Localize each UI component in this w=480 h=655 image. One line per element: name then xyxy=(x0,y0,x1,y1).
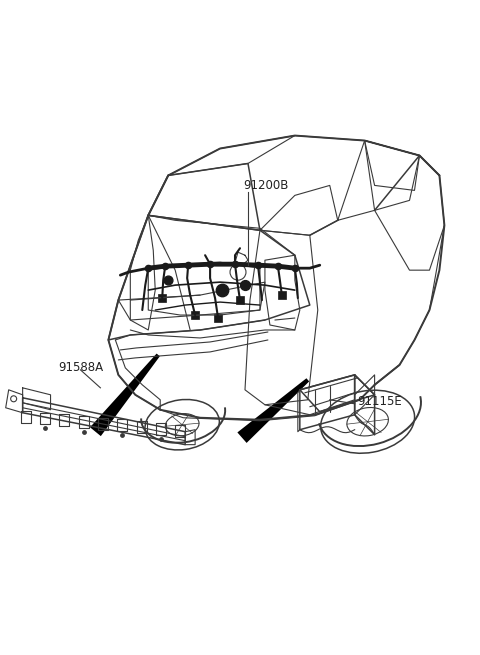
Text: 91200B: 91200B xyxy=(243,179,288,192)
Point xyxy=(184,260,192,271)
Point xyxy=(274,261,282,271)
Polygon shape xyxy=(238,379,309,443)
Bar xyxy=(158,294,166,302)
Polygon shape xyxy=(90,354,160,436)
Point xyxy=(161,261,169,271)
Point xyxy=(119,430,126,441)
Bar xyxy=(236,296,244,304)
Point xyxy=(144,263,152,273)
Point xyxy=(254,260,262,271)
Point xyxy=(80,426,87,437)
Bar xyxy=(278,291,286,299)
Point xyxy=(164,275,172,286)
Point xyxy=(241,280,249,290)
Point xyxy=(291,263,299,273)
Bar xyxy=(191,311,199,319)
Text: 91115E: 91115E xyxy=(358,395,402,408)
Text: 91588A: 91588A xyxy=(59,362,104,375)
Point xyxy=(157,434,165,444)
Point xyxy=(206,259,214,269)
Point xyxy=(231,259,239,269)
Point xyxy=(218,285,226,295)
Point xyxy=(41,423,49,434)
Bar xyxy=(214,314,222,322)
